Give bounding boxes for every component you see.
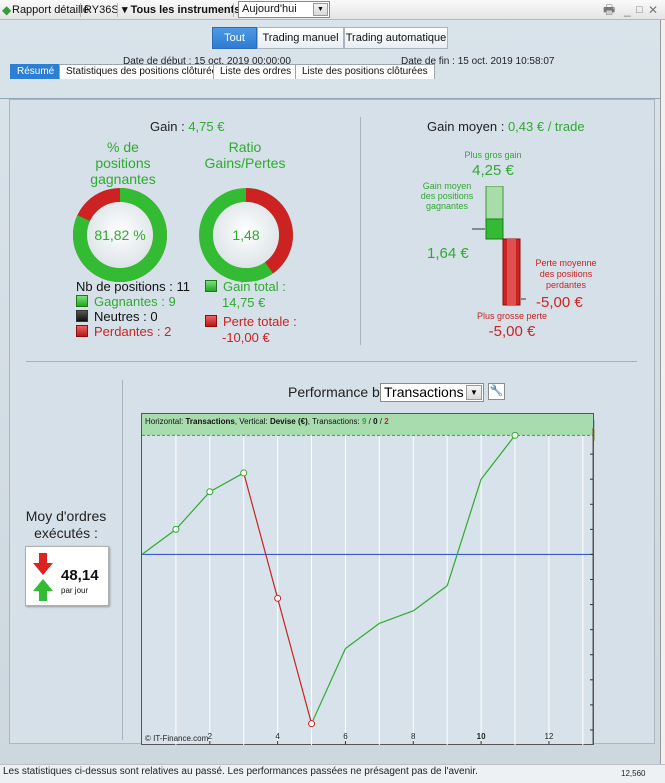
x-tick-label: 10 <box>477 732 486 741</box>
data-point <box>240 469 248 477</box>
performance-chart-svg: 43210-1-2-3-4-5-6-724681012Horizontal: T… <box>141 414 618 745</box>
ticker-label[interactable]: RY36S <box>84 4 119 16</box>
gain-title: Gain : 4,75 € <box>150 119 225 134</box>
up-down-arrows-icon <box>33 553 53 601</box>
data-point <box>172 525 180 533</box>
gain-segment <box>379 610 414 624</box>
win-rate-donut <box>73 188 167 282</box>
green-square-icon <box>76 295 88 307</box>
maximize-icon[interactable]: □ <box>636 4 643 16</box>
loss-total: Perte totale : <box>205 314 297 329</box>
footer-price: 12,560 <box>621 769 646 778</box>
minimize-icon[interactable]: _ <box>624 3 631 17</box>
gain-segment <box>175 491 211 530</box>
loss-total-value: -10,00 € <box>222 330 270 345</box>
performance-chart: 43210-1-2-3-4-5-6-724681012Horizontal: T… <box>141 413 618 745</box>
chart-copyright: © IT-Finance.com <box>145 734 209 743</box>
positions-count: Nb de positions : 11 <box>76 279 190 294</box>
avg-gain-label: Gain moyen des positions gagnantes <box>420 181 474 211</box>
green-square-icon <box>205 280 217 292</box>
report-icon: ◆ <box>2 3 12 17</box>
win-rate-value: 81,82 % <box>94 227 146 243</box>
instruments-menu[interactable]: ▾ Tous les instruments <box>122 4 241 16</box>
title-bar: ◆ Rapport détaillé RY36S ▾ Tous les inst… <box>0 0 665 20</box>
best-gain-value: 4,25 € <box>472 162 514 179</box>
gain-total: Gain total : <box>205 279 286 294</box>
orders-label: Moy d'ordres exécutés : <box>25 508 107 541</box>
tab-closed-positions[interactable]: Liste des positions clôturées <box>295 64 435 79</box>
gain-segment <box>412 585 448 612</box>
period-select[interactable]: Aujourd'hui ▼ <box>238 1 330 18</box>
gain-value: 4,75 € <box>188 119 225 134</box>
x-tick-label: 4 <box>275 732 280 741</box>
tab-closed-stats[interactable]: Statistiques des positions clôturées <box>59 64 230 79</box>
gain-segment <box>345 622 380 649</box>
best-gain-label: Plus gros gain <box>464 150 522 160</box>
worst-loss-label: Plus grosse perte <box>476 311 548 321</box>
disclaimer-footer: Les statistiques ci-dessus sont relative… <box>0 764 665 783</box>
gain-segment <box>446 479 482 586</box>
ratio-donut <box>199 188 293 282</box>
orders-card: 48,14 par jour <box>25 546 109 606</box>
avg-loss-amount: -5,00 € <box>536 294 583 311</box>
x-tick-label: 2 <box>208 732 213 741</box>
performance-title: Performance brute <box>288 384 404 400</box>
close-icon[interactable]: ✕ <box>648 3 659 17</box>
filter-manual-button[interactable]: Trading manuel <box>257 27 344 49</box>
avg-gain-title: Gain moyen : 0,43 € / trade <box>427 119 585 134</box>
period-select-value: Aujourd'hui <box>242 3 297 15</box>
chevron-down-icon: ▼ <box>313 3 328 16</box>
chevron-down-icon: ▼ <box>466 385 482 400</box>
chart-header-band <box>142 414 593 428</box>
loss-segment <box>243 472 279 599</box>
worst-loss-value: -5,00 € <box>488 323 536 340</box>
data-point <box>206 488 214 496</box>
avg-gain-value: 0,43 € / trade <box>507 119 585 134</box>
tab-orders[interactable]: Liste des ordres <box>213 64 299 79</box>
avg-gain-loss-bars <box>472 186 526 306</box>
filter-auto-button[interactable]: Trading automatique <box>344 27 448 49</box>
chart-header: Horizontal: Transactions, Vertical: Devi… <box>145 417 389 426</box>
win-rate-title: % de positions gagnantes <box>90 139 156 187</box>
wrench-icon[interactable]: 🔧 <box>488 383 505 400</box>
disclaimer-text: Les statistiques ci-dessus sont relative… <box>3 766 478 777</box>
legend-neutral: Neutres : 0 <box>76 309 158 324</box>
red-square-icon <box>205 315 217 327</box>
data-point <box>274 594 282 602</box>
end-date: Date de fin : 15 oct. 2019 10:58:07 <box>401 56 555 67</box>
window-title: Rapport détaillé <box>12 4 90 16</box>
loss-segment <box>277 598 313 724</box>
avg-gain-amount: 1,64 € <box>427 245 469 262</box>
x-tick-label: 8 <box>411 732 416 741</box>
data-point <box>308 720 316 728</box>
gain-segment <box>480 434 516 480</box>
orders-unit: par jour <box>61 586 89 595</box>
print-icon[interactable]: 🖶 <box>603 2 616 17</box>
gain-segment <box>311 648 347 724</box>
red-square-icon <box>76 325 88 337</box>
ratio-title: Ratio Gains/Pertes <box>204 139 286 171</box>
right-edge-strip <box>660 20 665 783</box>
start-date: Date de début : 15 oct. 2019 00:00:00 <box>123 56 291 67</box>
avg-loss-label: Perte moyenne des positions perdantes <box>535 258 597 290</box>
tab-summary[interactable]: Résumé <box>10 64 62 79</box>
filter-all-button[interactable]: Tout <box>212 27 257 49</box>
legend-winning: Gagnantes : 9 <box>76 294 176 309</box>
performance-mode-value: Transactions <box>384 384 464 400</box>
ratio-value: 1,48 <box>232 227 260 243</box>
x-tick-label: 6 <box>343 732 348 741</box>
x-tick-label: 12 <box>544 732 553 741</box>
data-point <box>511 431 519 439</box>
gain-segment <box>141 528 177 555</box>
gain-total-value: 14,75 € <box>222 295 266 310</box>
legend-losing: Perdantes : 2 <box>76 324 171 339</box>
black-square-icon <box>76 310 88 322</box>
orders-value: 48,14 <box>61 567 99 584</box>
gain-segment <box>209 472 245 493</box>
performance-mode-select[interactable]: Transactions ▼ <box>380 383 484 402</box>
